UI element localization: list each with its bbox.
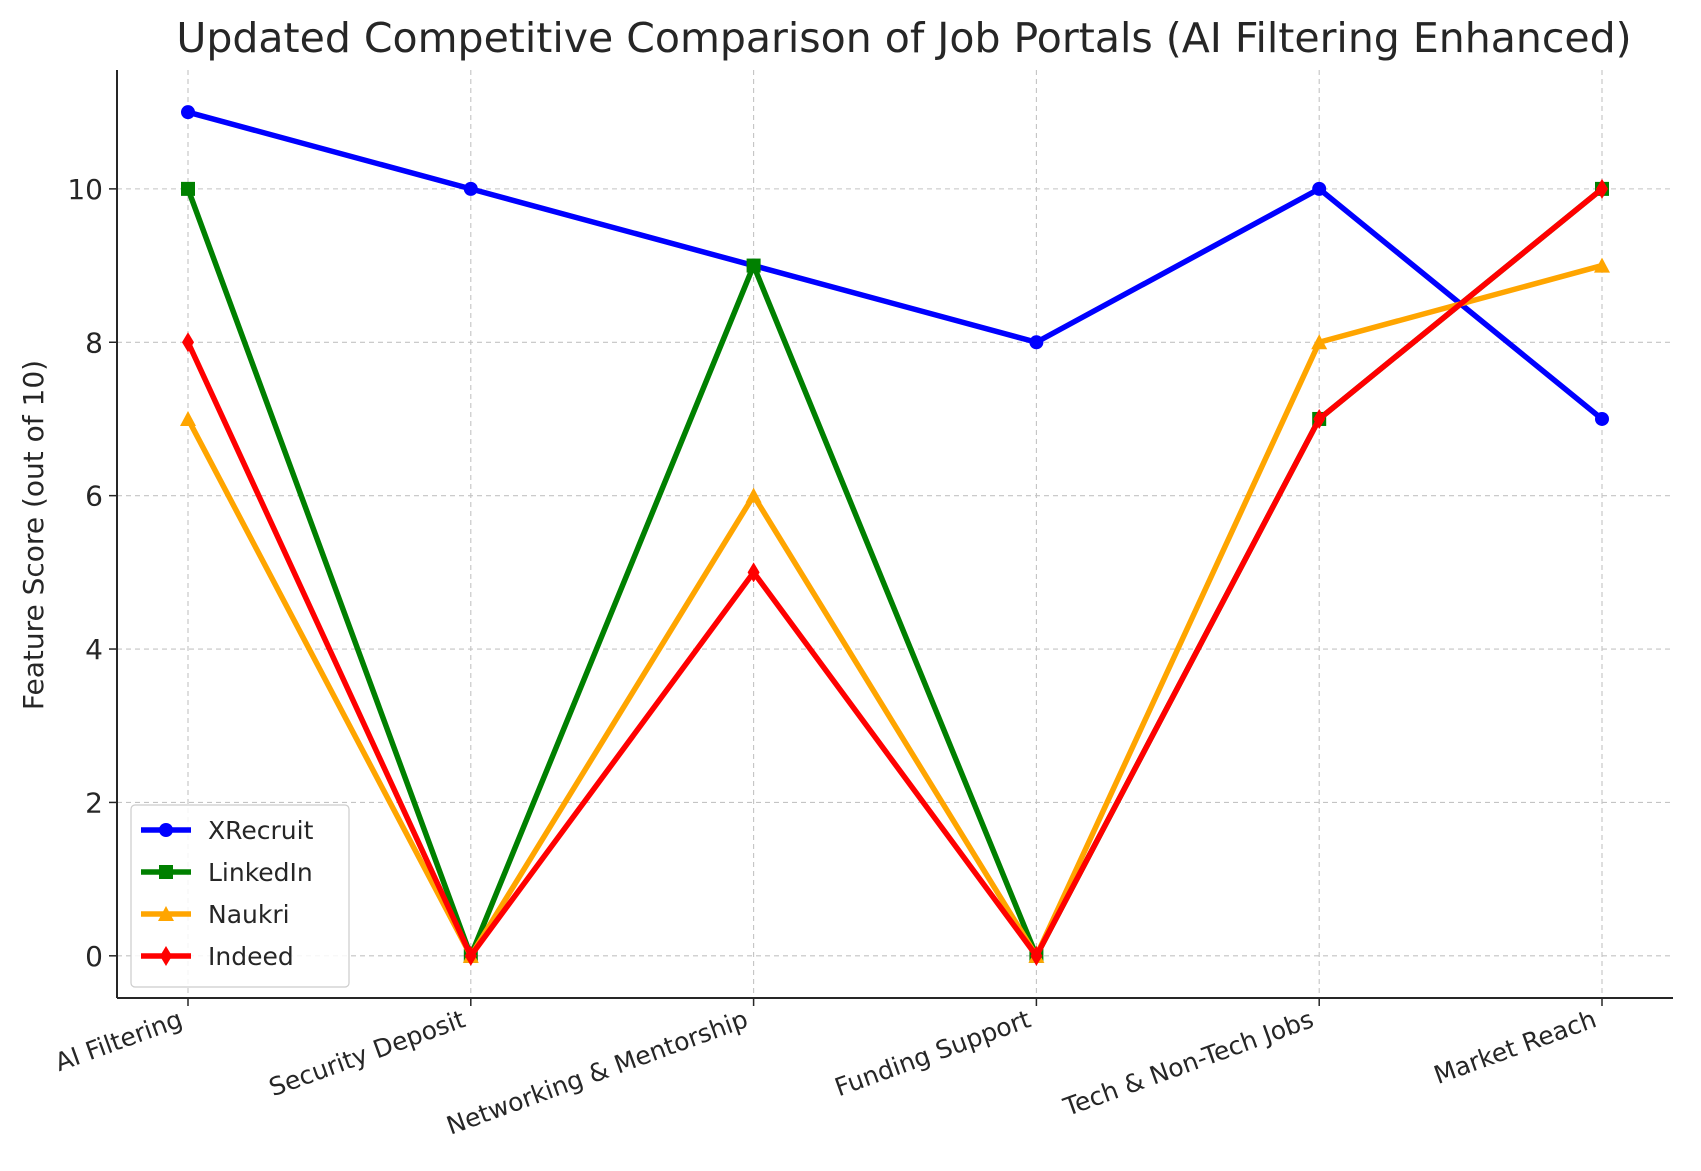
data-point-linkedin <box>181 181 195 196</box>
data-point-linkedin <box>746 258 761 273</box>
data-point-indeed <box>747 562 760 583</box>
chart-title: Updated Competitive Comparison of Job Po… <box>176 14 1631 62</box>
series-line-indeed <box>185 186 1605 959</box>
data-point-xrecruit <box>1312 181 1327 196</box>
legend-marker-naukri <box>158 906 174 921</box>
y-tick-label: 2 <box>85 786 103 819</box>
series-line-xrecruit <box>185 109 1605 422</box>
data-point-indeed <box>182 332 194 353</box>
legend-item-indeed: Indeed <box>141 942 294 971</box>
y-tick-label: 10 <box>67 173 103 206</box>
legend-label-xrecruit: XRecruit <box>208 816 314 845</box>
legend-marker-indeed <box>160 946 172 966</box>
grid <box>117 70 1673 998</box>
data-point-naukri <box>180 410 196 426</box>
legend-box <box>130 804 350 988</box>
data-point-naukri <box>1311 334 1328 350</box>
data-point-indeed <box>1030 945 1043 966</box>
series-indeed <box>182 178 1608 966</box>
data-point-indeed <box>1596 178 1608 199</box>
y-tick-label: 8 <box>85 326 103 359</box>
legend-marker-xrecruit <box>159 823 173 837</box>
legend-label-naukri: Naukri <box>208 900 290 929</box>
y-tick-label: 4 <box>85 633 103 666</box>
y-axis-label: Feature Score (out of 10) <box>17 360 50 710</box>
data-point-naukri <box>745 487 762 503</box>
series-line-naukri <box>185 262 1605 959</box>
data-point-xrecruit <box>463 181 478 196</box>
data-point-xrecruit <box>1595 411 1609 426</box>
legend-item-naukri: Naukri <box>141 900 290 929</box>
data-point-xrecruit <box>181 105 195 120</box>
legend-label-linkedin: LinkedIn <box>208 858 313 887</box>
data-point-indeed <box>1313 408 1326 429</box>
series-lines <box>180 105 1610 966</box>
legend: XRecruit LinkedIn Naukri Indeed <box>130 804 350 988</box>
legend-item-xrecruit: XRecruit <box>141 816 314 845</box>
data-point-indeed <box>464 945 477 966</box>
y-tick-label: 6 <box>85 480 103 513</box>
data-point-naukri <box>1594 257 1610 273</box>
legend-label-indeed: Indeed <box>208 942 294 971</box>
data-point-xrecruit <box>1029 335 1044 350</box>
legend-marker-linkedin <box>159 865 173 879</box>
legend-item-linkedin: LinkedIn <box>141 858 313 887</box>
y-tick-label: 0 <box>85 940 103 973</box>
